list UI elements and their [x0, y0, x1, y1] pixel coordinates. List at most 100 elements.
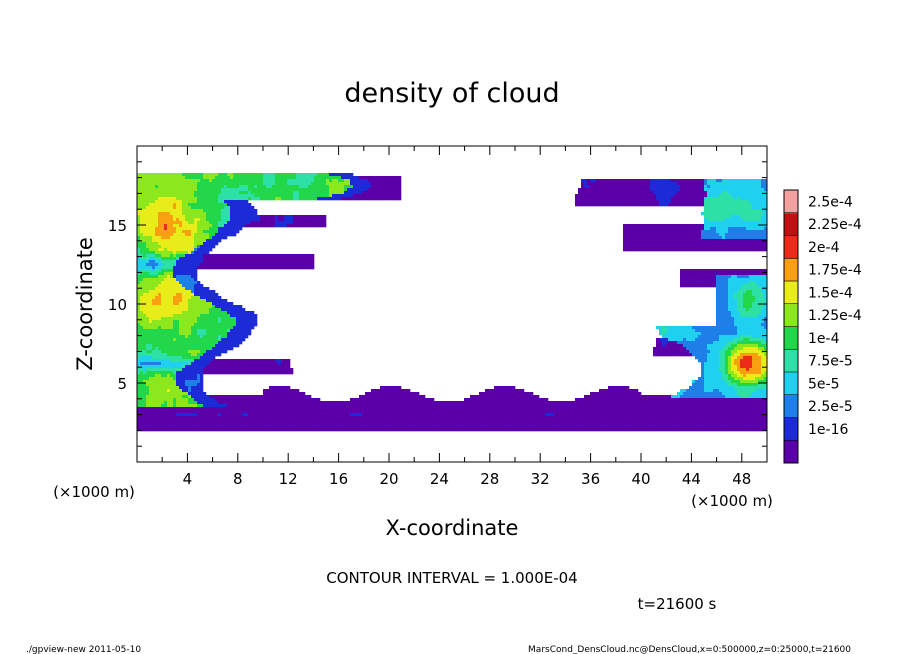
- density-cell: [158, 368, 162, 372]
- density-cell: [245, 194, 249, 198]
- density-cell: [215, 209, 219, 213]
- density-cell: [395, 188, 399, 192]
- density-cell: [185, 239, 189, 243]
- density-cell: [251, 323, 255, 327]
- density-cell: [185, 365, 189, 369]
- density-cell: [155, 326, 159, 330]
- density-cell: [236, 341, 240, 345]
- density-cell: [161, 272, 165, 276]
- density-cell: [149, 257, 153, 261]
- density-cell: [725, 281, 729, 285]
- density-cell: [242, 260, 246, 264]
- density-cell: [242, 338, 246, 342]
- density-cell: [722, 245, 726, 249]
- density-cell: [671, 350, 675, 354]
- density-cell: [218, 344, 222, 348]
- density-cell: [707, 368, 711, 372]
- density-cell: [752, 308, 756, 312]
- density-cell: [293, 257, 297, 261]
- density-cell: [161, 296, 165, 300]
- density-cell: [146, 281, 150, 285]
- density-cell: [764, 317, 767, 321]
- density-cell: [329, 191, 333, 195]
- density-cell: [704, 245, 708, 249]
- density-cell: [158, 302, 162, 306]
- density-cell: [650, 227, 654, 231]
- density-cell: [278, 254, 282, 258]
- density-cell: [170, 227, 174, 231]
- density-cell: [707, 194, 711, 198]
- density-cell: [305, 182, 309, 186]
- density-cell: [224, 176, 228, 180]
- density-cell: [239, 359, 243, 363]
- density-cell: [194, 236, 198, 240]
- density-cell: [719, 329, 723, 333]
- density-cell: [146, 209, 150, 213]
- density-cell: [185, 257, 189, 261]
- density-cell: [716, 224, 720, 228]
- density-cell: [296, 266, 300, 270]
- density-cell: [719, 365, 723, 369]
- density-cell: [746, 212, 750, 216]
- density-cell: [182, 185, 186, 189]
- density-cell: [149, 227, 153, 231]
- density-cell: [755, 179, 759, 183]
- density-cell: [281, 182, 285, 186]
- density-cell: [650, 224, 654, 228]
- density-cell: [302, 197, 306, 201]
- density-cell: [221, 320, 225, 324]
- density-cell: [698, 200, 702, 204]
- density-cell: [206, 338, 210, 342]
- density-cell: [764, 209, 767, 213]
- density-cell: [188, 302, 192, 306]
- density-cell: [653, 245, 657, 249]
- density-cell: [158, 185, 162, 189]
- density-cell: [752, 320, 756, 324]
- density-cell: [209, 302, 213, 306]
- density-cell: [722, 215, 726, 219]
- density-cell: [722, 365, 726, 369]
- density-cell: [302, 173, 306, 177]
- density-cell: [191, 371, 195, 375]
- density-cell: [641, 197, 645, 201]
- density-cell: [224, 329, 228, 333]
- density-cell: [206, 311, 210, 315]
- density-cell: [173, 329, 177, 333]
- density-cell: [383, 191, 387, 195]
- density-cell: [746, 371, 750, 375]
- density-cell: [266, 176, 270, 180]
- density-cell: [698, 347, 702, 351]
- density-cell: [335, 188, 339, 192]
- density-cell: [626, 233, 630, 237]
- density-cell: [677, 341, 681, 345]
- density-cell: [164, 338, 168, 342]
- density-cell: [179, 194, 183, 198]
- density-cell: [674, 179, 678, 183]
- density-cell: [713, 335, 717, 339]
- density-cell: [209, 227, 213, 231]
- density-cell: [188, 206, 192, 210]
- density-cell: [638, 191, 642, 195]
- density-cell: [746, 308, 750, 312]
- density-cell: [722, 182, 726, 186]
- density-cell: [161, 266, 165, 270]
- density-cell: [203, 239, 207, 243]
- density-cell: [704, 347, 708, 351]
- density-cell: [626, 227, 630, 231]
- density-cell: [164, 236, 168, 240]
- density-cell: [719, 185, 723, 189]
- density-cell: [197, 197, 201, 201]
- density-cell: [152, 233, 156, 237]
- density-cell: [176, 326, 180, 330]
- density-cell: [188, 239, 192, 243]
- density-cell: [665, 248, 669, 252]
- density-cell: [230, 347, 234, 351]
- density-cell: [635, 248, 639, 252]
- density-cell: [137, 260, 141, 264]
- density-cell: [632, 239, 636, 243]
- density-cell: [590, 194, 594, 198]
- density-cell: [632, 179, 636, 183]
- density-cell: [227, 233, 231, 237]
- density-cell: [161, 191, 165, 195]
- density-cell: [695, 227, 699, 231]
